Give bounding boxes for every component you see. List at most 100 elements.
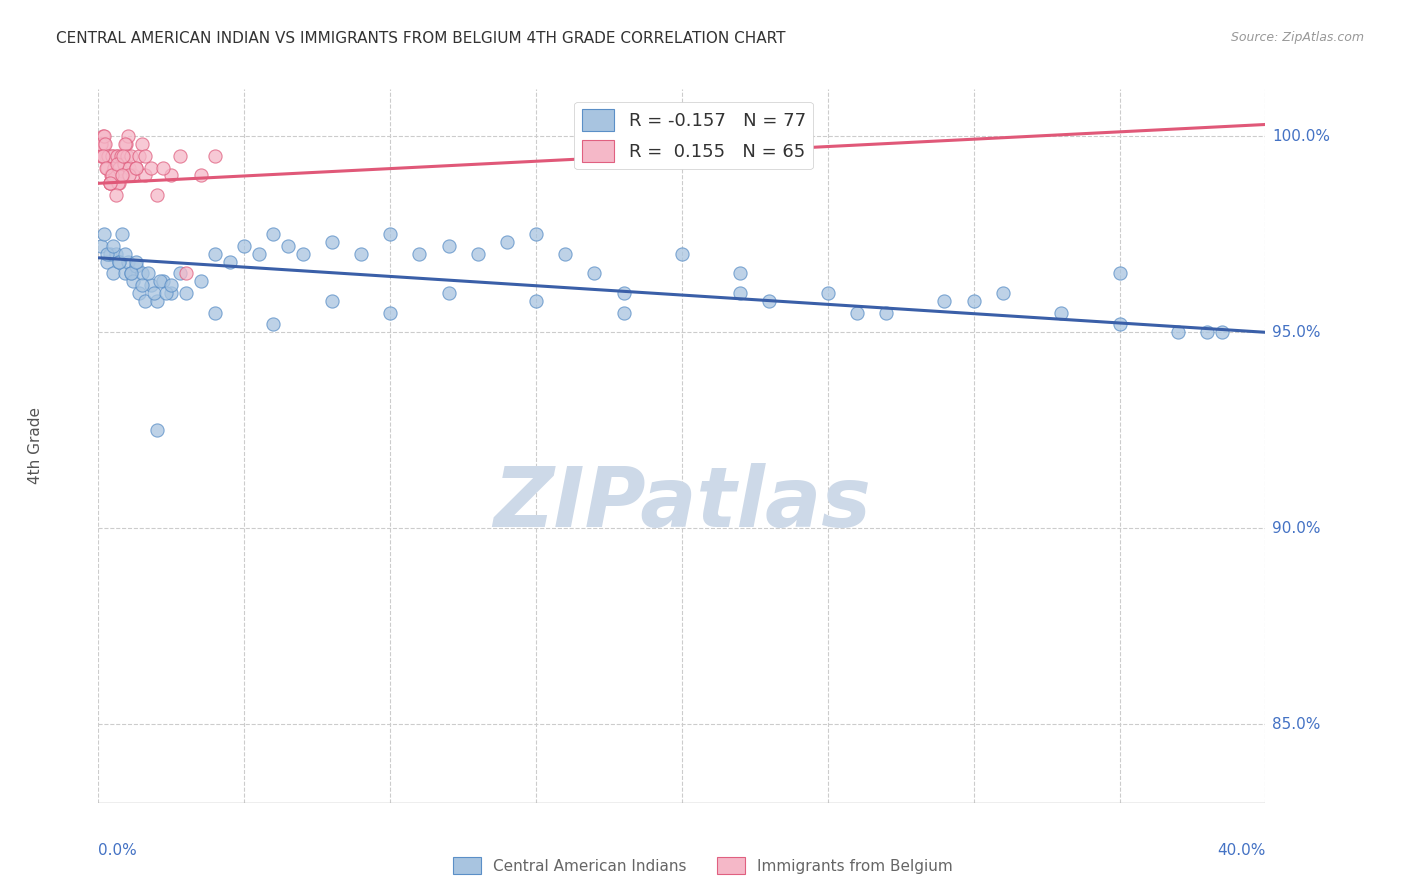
- Point: [100, 169, 122, 183]
- Point: [110, 161, 132, 175]
- Point: [115, 137, 138, 152]
- Point: [204, 149, 226, 163]
- Point: [378, 306, 402, 320]
- Point: [730, 267, 752, 281]
- Text: CENTRAL AMERICAN INDIAN VS IMMIGRANTS FROM BELGIUM 4TH GRADE CORRELATION CHART: CENTRAL AMERICAN INDIAN VS IMMIGRANTS FR…: [56, 31, 786, 46]
- Point: [758, 293, 780, 308]
- Point: [817, 286, 839, 301]
- Point: [96, 254, 118, 268]
- Point: [174, 267, 197, 281]
- Point: [160, 278, 183, 293]
- Point: [90, 137, 112, 152]
- Point: [962, 293, 984, 308]
- Point: [524, 293, 547, 308]
- Point: [90, 239, 112, 253]
- Point: [114, 247, 136, 261]
- Point: [378, 227, 402, 242]
- Point: [190, 169, 212, 183]
- Point: [875, 306, 897, 320]
- Point: [108, 254, 131, 268]
- Point: [120, 267, 142, 281]
- Point: [91, 149, 114, 163]
- Point: [160, 286, 183, 301]
- Point: [112, 157, 135, 171]
- Point: [105, 157, 128, 171]
- Point: [104, 169, 127, 183]
- Point: [142, 286, 165, 301]
- Text: ZIPatlas: ZIPatlas: [494, 463, 870, 543]
- Point: [105, 149, 128, 163]
- Point: [101, 239, 124, 253]
- Point: [262, 227, 284, 242]
- Point: [89, 137, 111, 152]
- Point: [96, 161, 118, 175]
- Point: [98, 247, 121, 261]
- Point: [467, 247, 489, 261]
- Point: [612, 306, 634, 320]
- Point: [120, 149, 142, 163]
- Point: [125, 161, 148, 175]
- Point: [174, 286, 197, 301]
- Point: [146, 293, 169, 308]
- Point: [108, 176, 131, 190]
- Point: [112, 169, 135, 183]
- Point: [1211, 326, 1233, 340]
- Point: [1050, 306, 1073, 320]
- Point: [111, 169, 134, 183]
- Point: [134, 293, 156, 308]
- Point: [169, 149, 191, 163]
- Point: [128, 286, 150, 301]
- Text: 85.0%: 85.0%: [1272, 717, 1320, 731]
- Point: [247, 247, 270, 261]
- Point: [1108, 318, 1130, 332]
- Point: [1195, 326, 1218, 340]
- Point: [845, 306, 868, 320]
- Point: [104, 169, 127, 183]
- Point: [125, 161, 148, 175]
- Point: [110, 149, 132, 163]
- Point: [218, 254, 240, 268]
- Point: [120, 267, 142, 281]
- Point: [114, 157, 136, 171]
- Text: 4th Grade: 4th Grade: [28, 408, 42, 484]
- Point: [108, 161, 131, 175]
- Point: [934, 293, 956, 308]
- Point: [321, 293, 343, 308]
- Point: [112, 149, 135, 163]
- Point: [204, 247, 226, 261]
- Point: [118, 169, 141, 183]
- Point: [96, 247, 118, 261]
- Text: Source: ZipAtlas.com: Source: ZipAtlas.com: [1230, 31, 1364, 45]
- Point: [524, 227, 547, 242]
- Point: [98, 176, 121, 190]
- Point: [169, 267, 191, 281]
- Point: [991, 286, 1014, 301]
- Point: [94, 149, 117, 163]
- Point: [262, 318, 284, 332]
- Point: [117, 129, 139, 144]
- Point: [115, 149, 138, 163]
- Point: [146, 188, 169, 202]
- Point: [96, 161, 118, 175]
- Point: [93, 137, 115, 152]
- Point: [139, 278, 162, 293]
- Point: [139, 161, 162, 175]
- Text: 0.0%: 0.0%: [98, 843, 138, 858]
- Point: [93, 129, 115, 144]
- Legend: Central American Indians, Immigrants from Belgium: Central American Indians, Immigrants fro…: [447, 851, 959, 880]
- Point: [131, 137, 153, 152]
- Point: [437, 286, 460, 301]
- Point: [93, 227, 115, 242]
- Point: [118, 161, 141, 175]
- Point: [233, 239, 256, 253]
- Point: [554, 247, 576, 261]
- Point: [98, 176, 121, 190]
- Point: [122, 274, 145, 288]
- Point: [94, 161, 117, 175]
- Point: [104, 247, 127, 261]
- Point: [671, 247, 693, 261]
- Point: [94, 137, 117, 152]
- Point: [122, 169, 145, 183]
- Point: [101, 267, 124, 281]
- Point: [125, 259, 148, 273]
